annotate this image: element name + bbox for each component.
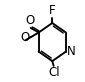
Text: Cl: Cl <box>48 66 60 79</box>
Text: O: O <box>26 14 35 27</box>
Text: F: F <box>49 4 56 17</box>
Text: N: N <box>67 45 76 58</box>
Text: O: O <box>20 31 30 44</box>
